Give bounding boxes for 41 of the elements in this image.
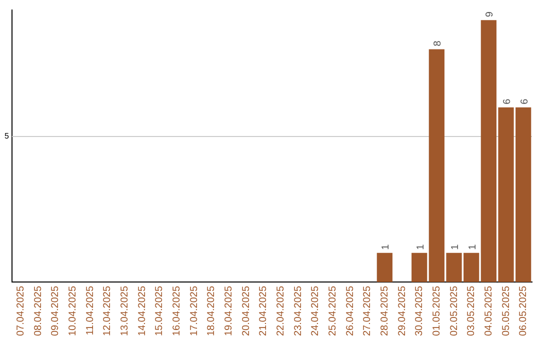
x-tick-label: 06.05.2025 [518,286,530,336]
data-label: 1 [450,244,461,250]
x-tick-label: 10.04.2025 [67,286,78,336]
x-tick-label: 23.04.2025 [292,286,304,336]
x-tick-label: 15.04.2025 [154,286,166,336]
bar [412,252,428,282]
data-label: 1 [380,244,392,250]
x-tick-label: 22.04.2025 [275,286,286,336]
x-tick-label: 30.04.2025 [414,286,426,336]
x-tick-label: 14.04.2025 [136,286,148,336]
ref-line-label: 5 [4,132,10,141]
x-tick-label: 26.04.2025 [344,286,356,336]
x-tick-label: 25.04.2025 [327,286,338,336]
x-tick-label: 17.04.2025 [188,286,200,336]
x-tick-label: 03.05.2025 [466,286,478,336]
data-label: 1 [415,244,426,250]
x-tick-label: 09.04.2025 [50,286,62,336]
data-label: 1 [467,244,478,250]
x-tick-label: 21.04.2025 [258,286,270,336]
x-tick-label: 29.04.2025 [396,286,408,336]
data-label: 6 [519,98,530,104]
x-tick-label: 05.05.2025 [500,286,512,336]
x-tick-label: 20.04.2025 [240,286,252,336]
x-tick-label: 13.04.2025 [119,286,130,336]
x-tick-label: 27.04.2025 [362,286,374,336]
x-tick-label: 08.04.2025 [32,286,44,336]
x-tick-label: 04.05.2025 [483,286,494,336]
x-tick-label: 28.04.2025 [379,286,390,336]
x-tick-label: 24.04.2025 [310,286,322,336]
x-tick-label: 16.04.2025 [171,286,182,336]
x-tick-label: 19.04.2025 [223,286,234,336]
x-tick-label: 11.04.2025 [84,286,96,336]
x-tick-label: 12.04.2025 [102,286,114,336]
data-label: 9 [484,11,496,18]
x-tick-label: 01.05.2025 [431,286,442,336]
x-tick-label: 02.05.2025 [448,286,460,336]
bar [376,252,392,282]
data-label: 8 [432,40,444,46]
x-tick-label: 07.04.2025 [15,286,26,336]
data-label: 6 [502,98,513,104]
x-tick-label: 18.04.2025 [206,286,218,336]
